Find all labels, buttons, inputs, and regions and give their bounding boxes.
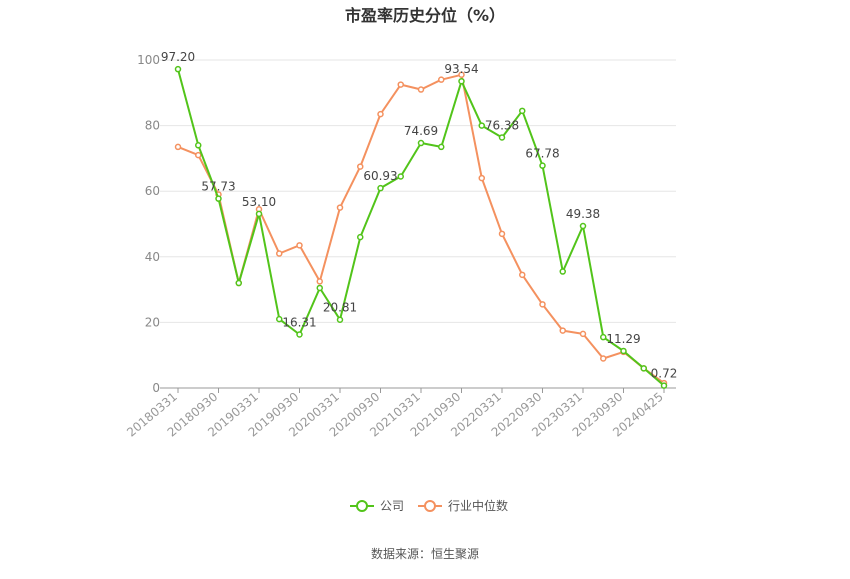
- data-point: [357, 233, 364, 241]
- data-point: [579, 330, 587, 338]
- data-point: [174, 65, 182, 73]
- data-point: [519, 107, 526, 115]
- data-point: [600, 333, 607, 341]
- data-point: [498, 230, 506, 238]
- data-point: [559, 327, 566, 334]
- data-label: 97.20: [161, 50, 195, 64]
- data-label: 16.31: [282, 316, 316, 330]
- legend-label: 公司: [380, 499, 404, 513]
- data-point: [357, 163, 364, 170]
- data-point: [276, 250, 283, 257]
- series-line-company: [177, 68, 665, 387]
- data-point: [276, 315, 283, 323]
- data-point: [539, 162, 546, 169]
- data-point: [377, 184, 384, 192]
- y-tick-label: 80: [145, 119, 160, 133]
- data-point: [498, 134, 506, 141]
- data-point: [235, 279, 242, 287]
- data-point: [316, 284, 323, 292]
- data-point: [195, 142, 202, 149]
- series-line-industry-median: [177, 73, 665, 384]
- chart-title: 市盈率历史分位（%）: [345, 6, 505, 25]
- data-point: [296, 331, 303, 338]
- data-point: [215, 195, 222, 202]
- data-label: 93.54: [444, 62, 478, 76]
- data-point: [478, 174, 485, 182]
- data-label: 20.81: [323, 301, 357, 315]
- data-label: 57.73: [201, 180, 235, 194]
- data-point: [579, 222, 587, 230]
- axis-layer: 0204060801002018033120180930201903312019…: [124, 53, 676, 440]
- data-label: 74.69: [404, 124, 438, 138]
- data-point: [539, 301, 546, 308]
- data-point: [478, 122, 485, 129]
- data-point: [438, 76, 445, 83]
- data-point: [316, 278, 323, 285]
- data-point: [255, 210, 263, 218]
- data-point: [519, 271, 526, 279]
- data-point: [377, 110, 384, 118]
- y-tick-label: 40: [145, 250, 160, 264]
- legend-label: 行业中位数: [448, 498, 508, 513]
- series-layer: [174, 65, 668, 389]
- legend-marker: [356, 500, 368, 512]
- data-point: [336, 204, 344, 211]
- data-label: 53.10: [242, 195, 276, 209]
- data-point: [559, 268, 566, 275]
- legend-marker: [424, 500, 436, 512]
- data-label: 60.93: [363, 169, 397, 183]
- y-tick-label: 0: [152, 381, 160, 395]
- data-point: [438, 143, 445, 151]
- data-point: [417, 86, 425, 93]
- legend: 公司 行业中位数: [350, 498, 508, 513]
- data-label: 76.38: [485, 118, 519, 132]
- data-point: [458, 71, 465, 79]
- data-point: [458, 77, 465, 85]
- data-point: [195, 151, 202, 159]
- data-label: 11.29: [606, 332, 640, 346]
- data-label: 67.78: [525, 147, 559, 161]
- y-tick-label: 60: [145, 184, 160, 198]
- y-tick-label: 100: [137, 53, 160, 67]
- data-point: [620, 347, 627, 355]
- data-point: [600, 355, 607, 362]
- data-point: [397, 173, 404, 180]
- source-note: 数据来源：恒生聚源: [371, 546, 479, 561]
- data-point: [296, 242, 303, 249]
- data-point: [336, 316, 344, 323]
- data-point: [660, 382, 668, 389]
- y-tick-label: 20: [145, 315, 160, 329]
- data-point: [417, 139, 425, 147]
- data-label-layer: 97.20 57.73 53.10 16.31 20.81 60.93 74.69 93.54…: [161, 50, 678, 380]
- data-label: 49.38: [566, 207, 600, 221]
- data-label: 0.72: [651, 367, 678, 381]
- data-point: [640, 365, 647, 372]
- data-point: [397, 81, 404, 88]
- data-point: [174, 143, 182, 151]
